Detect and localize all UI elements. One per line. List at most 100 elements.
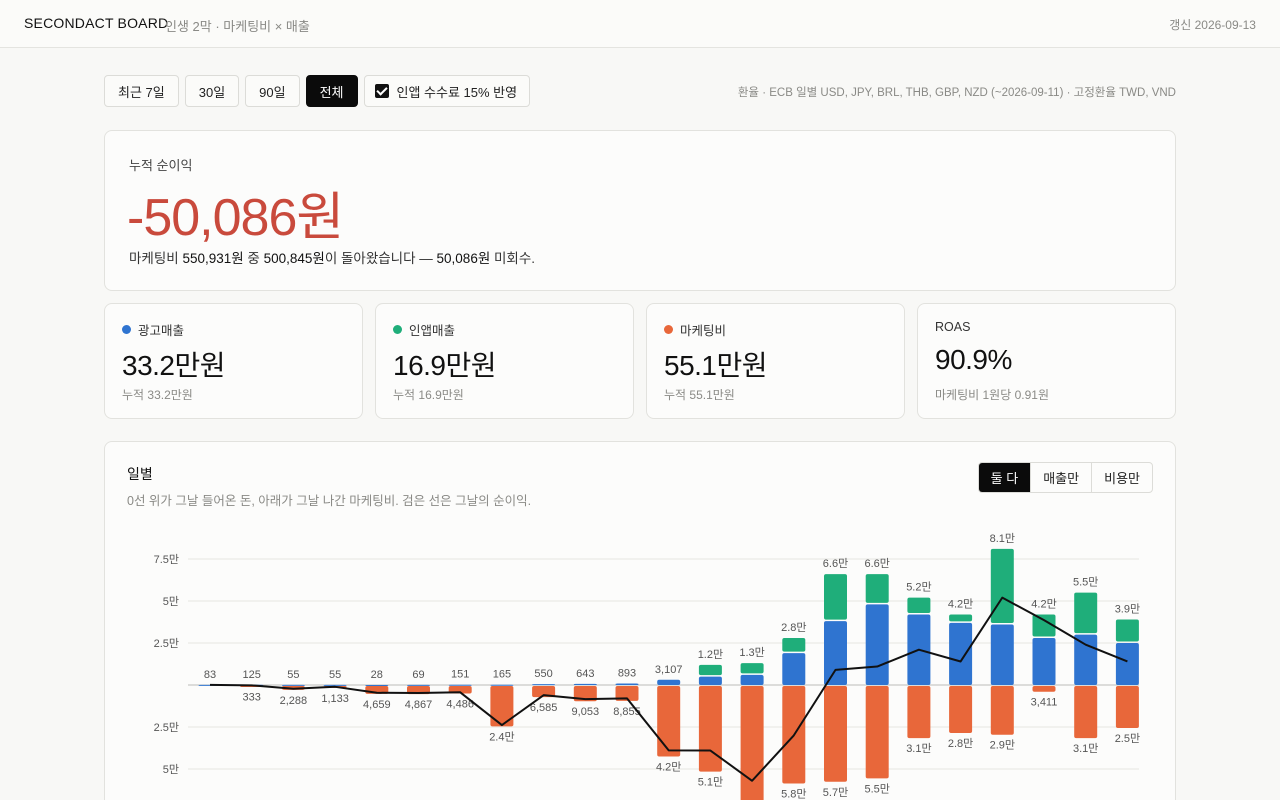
bar-marketing-cost: [1074, 686, 1098, 739]
kpi-note: 누적 55.1만원: [664, 388, 735, 402]
bar-ad-revenue: [990, 624, 1014, 685]
bar-ad-revenue: [615, 683, 639, 685]
kpi-note: 마케팅비 1원당 0.91원: [935, 388, 1049, 402]
bar-bottom-label: 6,585: [530, 702, 558, 714]
bar-bottom-label: 2.4만: [489, 730, 514, 743]
bar-bottom-label: 333: [243, 692, 261, 704]
bar-top-label: 151: [451, 669, 469, 681]
bar-top-label: 550: [534, 668, 552, 680]
bar-ad-revenue: [698, 676, 722, 685]
bar-inapp-revenue: [1115, 619, 1139, 642]
daily-description: 0선 위가 그날 들어온 돈, 아래가 그날 나간 마케팅비. 검은 선은 그날…: [127, 494, 532, 508]
bar-inapp-revenue: [1074, 592, 1098, 634]
kpi-inapp-revenue: 인앱매출 16.9만원 누적 16.9만원: [375, 303, 634, 419]
bar-marketing-cost: [615, 686, 639, 701]
bar-ad-revenue: [782, 653, 806, 685]
daily-title: 일별: [127, 466, 153, 482]
bar-inapp-revenue: [698, 664, 722, 676]
bar-top-label: 1.3만: [739, 646, 764, 659]
kpi-label: 인앱매출: [409, 324, 456, 338]
bar-inapp-revenue: [907, 597, 931, 613]
kpi-label: 광고매출: [138, 324, 185, 338]
bar-bottom-label: 9,053: [572, 706, 600, 718]
bar-ad-revenue: [323, 684, 347, 686]
bar-top-label: 165: [493, 669, 511, 681]
inapp-fee-toggle[interactable]: 인앱 수수료 15% 반영: [363, 75, 531, 107]
bar-bottom-label: 5.5만: [864, 782, 889, 795]
bar-inapp-revenue: [740, 663, 764, 674]
range-30d-button[interactable]: 30일: [184, 75, 240, 107]
bar-top-label: 28: [371, 669, 383, 681]
kpi-value: 55.1만원: [664, 350, 768, 381]
bar-bottom-label: 3.1만: [906, 742, 931, 755]
bar-top-label: 2.8만: [781, 621, 806, 634]
bar-ad-revenue: [657, 679, 681, 685]
bar-top-label: 5.5만: [1073, 576, 1098, 589]
bar-bottom-label: 8,855: [613, 706, 641, 718]
bar-bottom-label: 2,288: [280, 695, 308, 707]
bar-inapp-revenue: [949, 614, 973, 622]
bar-marketing-cost: [1115, 686, 1139, 728]
range-filters: 최근 7일 30일 90일 전체 인앱 수수료 15% 반영: [104, 75, 531, 107]
y-tick-label: 7.5만: [154, 553, 179, 566]
kpi-note: 누적 16.9만원: [393, 388, 464, 402]
bar-bottom-label: 2.9만: [990, 739, 1015, 752]
bar-top-label: 6.6만: [823, 557, 848, 570]
bar-top-label: 8.1만: [990, 532, 1015, 545]
bar-marketing-cost: [907, 686, 931, 739]
range-90d-button[interactable]: 90일: [245, 75, 300, 107]
brand-logo-text[interactable]: SECONDACT BOARD: [24, 15, 169, 31]
bar-top-label: 5.2만: [906, 581, 931, 594]
kpi-ad-revenue: 광고매출 33.2만원 누적 33.2만원: [104, 303, 363, 419]
bar-ad-revenue: [573, 683, 597, 685]
bar-top-label: 643: [576, 668, 594, 680]
bar-marketing-cost: [949, 686, 973, 734]
bar-ad-revenue: [865, 604, 889, 685]
view-mode-segmented: 둘 다 매출만 비용만: [977, 462, 1153, 493]
bar-ad-revenue: [1032, 637, 1056, 685]
checkbox-checked-icon[interactable]: [374, 84, 389, 98]
bar-ad-revenue: [281, 684, 305, 686]
y-tick-label: 5만: [163, 763, 179, 776]
inapp-fee-label: 인앱 수수료 15% 반영: [396, 84, 518, 100]
y-tick-label: 5만: [163, 595, 179, 608]
bar-bottom-label: 3.1만: [1073, 742, 1098, 755]
bar-marketing-cost: [490, 686, 514, 727]
bar-ad-revenue: [490, 684, 514, 686]
bar-top-label: 55: [287, 669, 299, 681]
bar-bottom-label: 2.8만: [948, 737, 973, 750]
kpi-value: 90.9%: [935, 344, 1012, 375]
marketing-cost-dot-icon: [664, 325, 673, 334]
bar-inapp-revenue: [824, 574, 847, 620]
bar-inapp-revenue: [865, 574, 889, 603]
bar-top-label: 125: [243, 669, 261, 681]
range-7d-button[interactable]: 최근 7일: [104, 75, 179, 107]
bar-bottom-label: 2.5만: [1115, 732, 1140, 745]
bar-ad-revenue: [448, 684, 472, 686]
bar-top-label: 3.9만: [1115, 602, 1140, 615]
kpi-label: 마케팅비: [680, 324, 727, 338]
y-tick-label: 2.5만: [154, 721, 179, 734]
bar-top-label: 1.2만: [698, 648, 723, 661]
bar-ad-revenue: [949, 622, 973, 685]
bar-marketing-cost: [740, 686, 764, 800]
bar-top-label: 6.6만: [864, 557, 889, 570]
mode-cost-only-button[interactable]: 비용만: [1091, 463, 1152, 492]
net-profit-label: 누적 순이익: [129, 158, 193, 173]
kpi-value: 16.9만원: [393, 350, 497, 381]
bar-inapp-revenue: [782, 637, 806, 652]
kpi-note: 누적 33.2만원: [122, 388, 193, 402]
top-bar: SECONDACT BOARD 인생 2막 · 마케팅비 × 매출 갱신 202…: [0, 0, 1280, 48]
mode-both-button[interactable]: 둘 다: [978, 463, 1031, 492]
bar-ad-revenue: [407, 684, 430, 686]
bar-ad-revenue: [740, 674, 764, 685]
ad-revenue-dot-icon: [122, 325, 131, 334]
bar-inapp-revenue: [1032, 614, 1056, 637]
range-all-button[interactable]: 전체: [305, 75, 358, 107]
bar-bottom-label: 5.8만: [781, 787, 806, 800]
mode-revenue-only-button[interactable]: 매출만: [1030, 463, 1091, 492]
bar-bottom-label: 4,486: [446, 699, 474, 711]
bar-top-label: 4.2만: [1031, 597, 1056, 610]
bar-inapp-revenue: [990, 548, 1014, 624]
net-profit-summary: 마케팅비 550,931원 중 500,845원이 돌아왔습니다 — 50,08…: [129, 251, 536, 266]
